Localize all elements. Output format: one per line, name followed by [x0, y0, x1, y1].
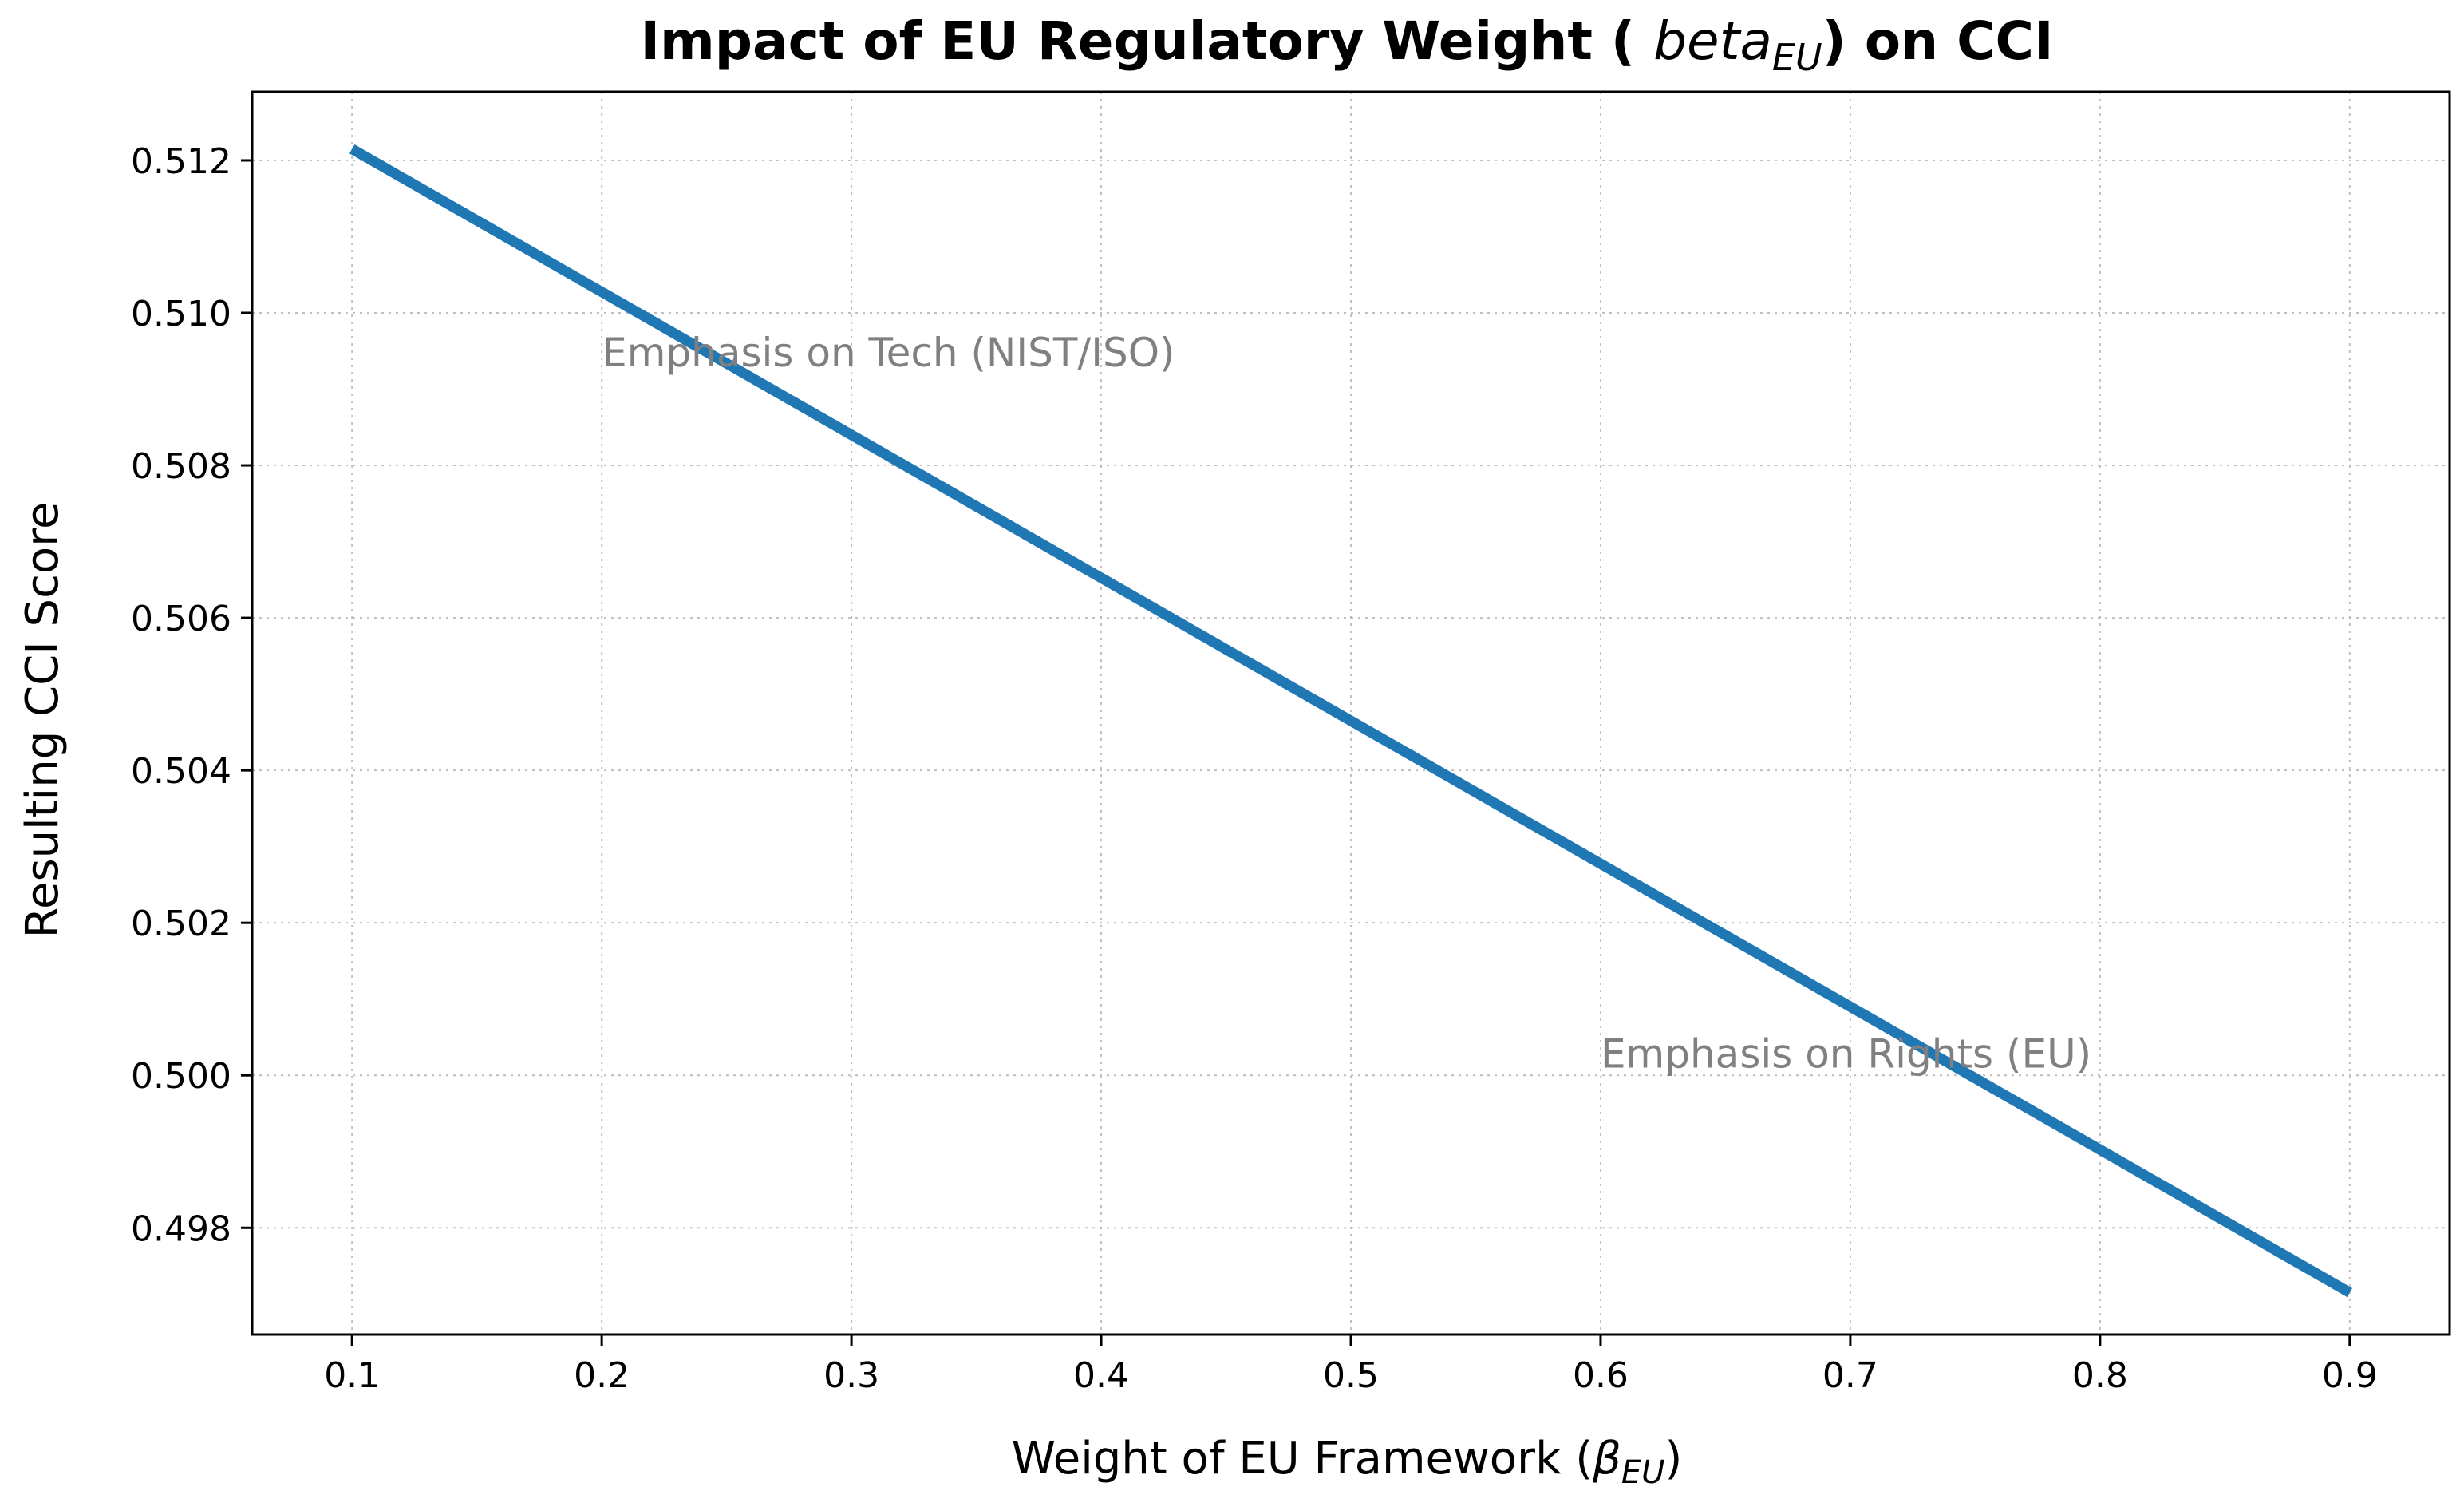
y-tick-label: 0.500 — [131, 1056, 231, 1097]
x-axis-label-math-subscript: EU — [1621, 1454, 1665, 1491]
x-tick-label: 0.3 — [823, 1355, 879, 1396]
x-axis-label: Weight of EU Framework (βEU) — [1012, 1433, 1683, 1491]
x-tick-label: 0.1 — [324, 1355, 380, 1396]
series-line — [349, 144, 2353, 1298]
annotations: Emphasis on Tech (NIST/ISO) Emphasis on R… — [602, 330, 2091, 1078]
chart-title-math-subscript: EU — [1772, 36, 1822, 79]
x-axis-label-suffix: ) — [1664, 1433, 1682, 1485]
chart-title-prefix: Impact of EU Regulatory Weight ( — [640, 10, 1653, 72]
x-axis-label-prefix: Weight of EU Framework ( — [1012, 1433, 1593, 1485]
annotation-label: Emphasis on Tech (NIST/ISO) — [602, 330, 1175, 376]
annotation-label: Emphasis on Rights (EU) — [1601, 1031, 2091, 1078]
x-axis-label-math-base: β — [1592, 1433, 1621, 1485]
y-tick-label: 0.498 — [131, 1208, 231, 1249]
chart-title: Impact of EU Regulatory Weight ( betaEU)… — [640, 10, 2053, 79]
y-tick-label: 0.508 — [131, 446, 231, 487]
x-tick-label: 0.2 — [574, 1355, 630, 1396]
chart-title-suffix: ) on CCI — [1822, 10, 2054, 72]
y-tick-label: 0.512 — [131, 141, 231, 182]
x-tick-label: 0.7 — [1822, 1355, 1878, 1396]
y-axis-label: Resulting CCI Score — [17, 502, 69, 939]
x-tick-label: 0.8 — [2072, 1355, 2128, 1396]
tick-marks — [241, 159, 2351, 1346]
y-tick-label: 0.504 — [131, 751, 231, 792]
grid — [252, 92, 2450, 1335]
y-tick-label: 0.506 — [131, 599, 231, 639]
x-tick-label: 0.4 — [1073, 1355, 1129, 1396]
x-axis-tick-labels: 0.1 0.2 0.3 0.4 0.5 0.6 0.7 0.8 0.9 — [324, 1355, 2378, 1396]
y-tick-label: 0.510 — [131, 294, 231, 334]
y-tick-label: 0.502 — [131, 904, 231, 944]
y-axis-tick-labels: 0.498 0.500 0.502 0.504 0.506 0.508 0.510 0.512 — [131, 141, 231, 1249]
x-tick-label: 0.9 — [2322, 1355, 2378, 1396]
x-tick-label: 0.6 — [1573, 1355, 1629, 1396]
series-group — [349, 144, 2353, 1298]
chart-title-math-base: beta — [1653, 10, 1772, 72]
x-tick-label: 0.5 — [1323, 1355, 1379, 1396]
